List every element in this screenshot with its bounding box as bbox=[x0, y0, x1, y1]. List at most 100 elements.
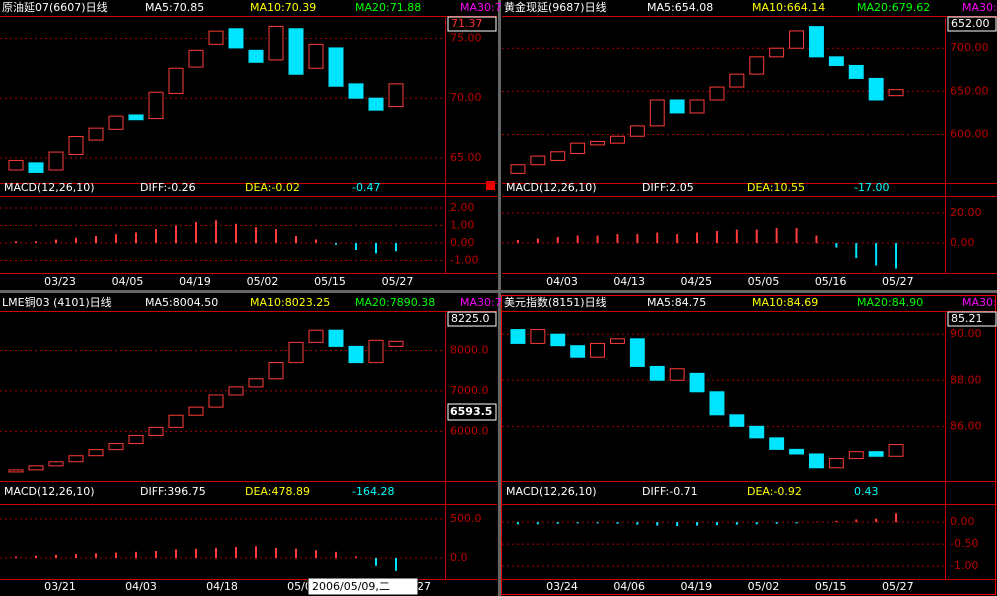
y-tick-label: 70.00 bbox=[450, 91, 482, 104]
candle bbox=[510, 329, 526, 344]
candle bbox=[288, 341, 304, 364]
macd-label: MACD(12,26,10) bbox=[506, 181, 597, 194]
active-frame bbox=[501, 295, 996, 595]
candle bbox=[649, 365, 665, 381]
candle bbox=[128, 434, 144, 445]
marker bbox=[486, 181, 495, 190]
date-label: 03/23 bbox=[44, 275, 76, 288]
y-tick-label: 0.0 bbox=[450, 551, 468, 564]
date-label: 04/25 bbox=[680, 275, 712, 288]
candle bbox=[128, 114, 144, 121]
macd-diff: DIFF:-0.71 bbox=[642, 485, 698, 498]
macd-label: MACD(12,26,10) bbox=[4, 181, 95, 194]
macd-macd: -17.00 bbox=[854, 181, 889, 194]
macd-diff: DIFF:-0.26 bbox=[140, 181, 196, 194]
candle bbox=[828, 458, 844, 469]
candle bbox=[188, 49, 204, 68]
header-ma5: MA5:8004.50 bbox=[145, 296, 218, 309]
y-tick-label: 65.00 bbox=[450, 151, 482, 164]
candle bbox=[148, 91, 164, 120]
date-label: 05/15 bbox=[314, 275, 346, 288]
candle bbox=[609, 338, 625, 344]
candle bbox=[709, 391, 725, 416]
date-label: 04/05 bbox=[112, 275, 144, 288]
candle bbox=[68, 136, 84, 155]
date-label: 03/24 bbox=[546, 580, 578, 593]
header-title: 原油延07(6607)日线 bbox=[2, 0, 108, 14]
candle bbox=[629, 125, 645, 137]
y-tick-label: 8000.0 bbox=[450, 343, 489, 356]
y-tick-label: 88.00 bbox=[950, 373, 982, 386]
candle bbox=[729, 414, 745, 427]
candle bbox=[629, 338, 645, 367]
candle bbox=[769, 47, 785, 58]
date-label: 27 bbox=[417, 580, 431, 593]
y-tick-label: 0.00 bbox=[450, 236, 475, 249]
y-tick-label: 600.00 bbox=[950, 128, 989, 141]
y-tick-label: 650.00 bbox=[950, 84, 989, 97]
date-label: 04/03 bbox=[125, 580, 157, 593]
candle bbox=[168, 67, 184, 94]
candle bbox=[28, 465, 44, 471]
header-ma30: MA30:7 bbox=[460, 296, 502, 309]
candle bbox=[208, 30, 224, 45]
cursor-date-box bbox=[307, 577, 419, 596]
date-label: 04/06 bbox=[613, 580, 645, 593]
candle bbox=[348, 83, 364, 99]
last-price-box bbox=[447, 311, 497, 327]
candle bbox=[530, 329, 546, 344]
y-tick-label: 700.00 bbox=[950, 41, 989, 54]
header-ma30: MA30:6 bbox=[962, 1, 997, 14]
candle bbox=[848, 451, 864, 460]
candle bbox=[208, 394, 224, 408]
candle bbox=[789, 448, 805, 455]
header-ma10: MA10:70.39 bbox=[250, 1, 316, 14]
macd-macd: 0.43 bbox=[854, 485, 879, 498]
last-price: 85.21 bbox=[951, 312, 983, 325]
candle bbox=[8, 159, 24, 171]
candle bbox=[388, 83, 404, 108]
y-tick-label: 90.00 bbox=[950, 327, 982, 340]
header-ma10: MA10:8023.25 bbox=[250, 296, 330, 309]
date-label: 05/27 bbox=[382, 275, 414, 288]
last-price: 71.37 bbox=[451, 17, 483, 30]
candle bbox=[388, 340, 404, 347]
y-tick-label: 86.00 bbox=[950, 419, 982, 432]
date-label: 05/27 bbox=[882, 275, 914, 288]
date-label: 04/18 bbox=[206, 580, 238, 593]
macd-macd: -164.28 bbox=[352, 485, 394, 498]
candle bbox=[268, 362, 284, 380]
macd-dea: DEA:-0.92 bbox=[747, 485, 802, 498]
header-ma20: MA20:679.62 bbox=[857, 1, 930, 14]
y-tick-label: 7000.0 bbox=[450, 384, 489, 397]
cursor-price: 6593.5 bbox=[450, 405, 492, 418]
date-label: 04/19 bbox=[680, 580, 712, 593]
candle bbox=[669, 368, 685, 381]
splitter-v bbox=[498, 0, 501, 596]
y-tick-label: 6000.0 bbox=[450, 424, 489, 437]
candle bbox=[308, 329, 324, 343]
candle bbox=[68, 455, 84, 463]
candle bbox=[88, 127, 104, 141]
candle bbox=[888, 444, 904, 457]
date-label: 05/02 bbox=[748, 580, 780, 593]
candle bbox=[689, 372, 705, 393]
y-tick-label: -1.00 bbox=[450, 253, 478, 266]
candle bbox=[570, 142, 586, 155]
candle bbox=[550, 151, 566, 161]
candle bbox=[108, 115, 124, 130]
header-title: 黄金现延(9687)日线 bbox=[504, 0, 607, 14]
date-label: 03/21 bbox=[44, 580, 76, 593]
macd-dea: DEA:10.55 bbox=[747, 181, 805, 194]
candle bbox=[48, 461, 64, 467]
y-tick-label: -0.50 bbox=[950, 537, 978, 550]
candle bbox=[328, 329, 344, 347]
y-tick-label: 0.00 bbox=[950, 515, 975, 528]
date-label: 05/02 bbox=[247, 275, 279, 288]
candle bbox=[48, 151, 64, 171]
y-tick-label: -1.00 bbox=[950, 559, 978, 572]
candle bbox=[348, 345, 364, 364]
cursor-date: 2006/05/09,二 bbox=[312, 580, 390, 593]
last-price-box bbox=[447, 16, 497, 32]
